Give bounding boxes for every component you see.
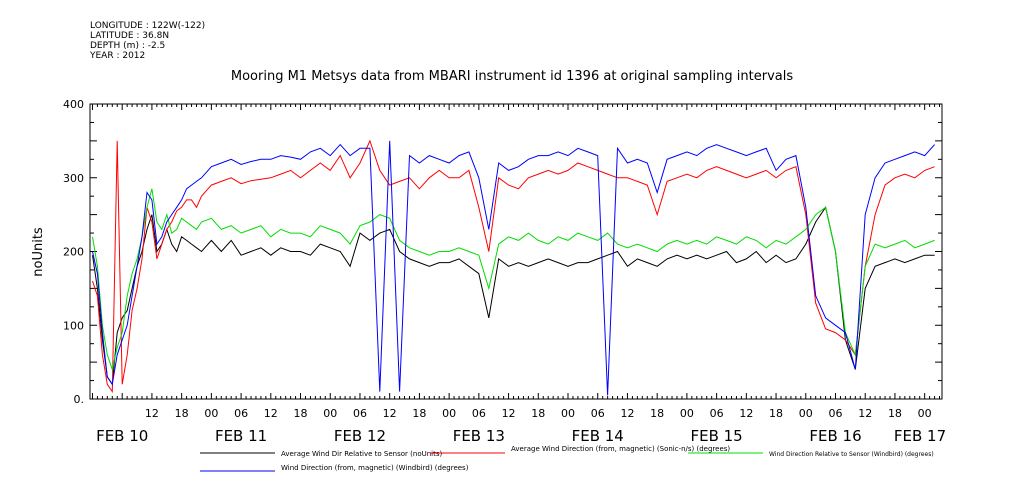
legend-label-4: Wind Direction (from, magnetic) (Windbir… bbox=[281, 464, 469, 472]
ticks-layer: 0. 100 200 300 400 12 18 00 06 12 18 00 06 12 18 00 06 12… bbox=[63, 98, 946, 445]
series-line-2 bbox=[92, 139, 935, 394]
longitude-label: LONGITUDE : 122W(-122) bbox=[90, 21, 206, 31]
series-line-4 bbox=[92, 140, 935, 396]
legend-label-1: Average Wind Dir Relative to Sensor (noU… bbox=[281, 450, 442, 458]
x-day-label: FEB 10 bbox=[96, 427, 148, 445]
axes-group bbox=[89, 103, 943, 400]
x-day-label: FEB 13 bbox=[453, 427, 505, 445]
depth-label: DEPTH (m) : -2.5 bbox=[90, 41, 166, 51]
x-tick-label: 06 bbox=[353, 407, 367, 420]
x-tick-label: 00 bbox=[799, 407, 813, 420]
y-tick-label: 300 bbox=[63, 172, 84, 185]
x-tick-label: 00 bbox=[680, 407, 694, 420]
y-tick-label: 0. bbox=[74, 393, 85, 406]
x-tick-label: 00 bbox=[918, 407, 932, 420]
x-day-label: FEB 14 bbox=[572, 427, 624, 445]
legend-label-2: Average Wind Direction (from, magnetic) … bbox=[511, 445, 730, 453]
series-layer bbox=[92, 139, 935, 396]
legend-label-3: Wind Direction Relative to Sensor (Windb… bbox=[769, 451, 934, 458]
x-tick-label: 18 bbox=[769, 407, 783, 420]
x-tick-label: 18 bbox=[412, 407, 426, 420]
x-day-label: FEB 16 bbox=[809, 427, 861, 445]
year-label: YEAR : 2012 bbox=[90, 51, 146, 61]
x-tick-label: 06 bbox=[829, 407, 843, 420]
x-tick-label: 12 bbox=[145, 407, 159, 420]
legend: Average Wind Dir Relative to Sensor (noU… bbox=[200, 445, 934, 472]
x-tick-label: 12 bbox=[383, 407, 397, 420]
x-tick-label: 12 bbox=[502, 407, 516, 420]
x-tick-label: 00 bbox=[323, 407, 337, 420]
x-tick-label: 18 bbox=[175, 407, 189, 420]
x-tick-label: 00 bbox=[561, 407, 575, 420]
x-tick-label: 18 bbox=[531, 407, 545, 420]
x-tick-label: 18 bbox=[888, 407, 902, 420]
x-tick-label: 12 bbox=[858, 407, 872, 420]
x-tick-label: 00 bbox=[442, 407, 456, 420]
x-tick-label: 06 bbox=[710, 407, 724, 420]
x-tick-label: 18 bbox=[650, 407, 664, 420]
x-day-label: FEB 15 bbox=[690, 427, 742, 445]
series-line-1 bbox=[92, 206, 935, 386]
x-tick-label: 06 bbox=[472, 407, 486, 420]
x-tick-label: 00 bbox=[204, 407, 218, 420]
latitude-label: LATITUDE : 36.8N bbox=[90, 31, 170, 41]
metadata-block: LONGITUDE : 122W(-122) LATITUDE : 36.8N … bbox=[90, 21, 205, 61]
x-day-label: FEB 11 bbox=[215, 427, 267, 445]
plot-frame bbox=[89, 103, 943, 400]
y-tick-label: 100 bbox=[63, 319, 84, 332]
x-tick-label: 12 bbox=[739, 407, 753, 420]
x-tick-label: 12 bbox=[264, 407, 278, 420]
y-tick-label: 400 bbox=[63, 98, 84, 111]
x-tick-label: 06 bbox=[591, 407, 605, 420]
x-tick-label: 06 bbox=[234, 407, 248, 420]
x-day-label: FEB 17 bbox=[894, 427, 946, 445]
series-line-3 bbox=[92, 188, 935, 372]
x-tick-label: 12 bbox=[620, 407, 634, 420]
x-day-label: FEB 12 bbox=[334, 427, 386, 445]
y-axis-label: noUnits bbox=[31, 227, 46, 277]
x-tick-label: 18 bbox=[294, 407, 308, 420]
chart-title: Mooring M1 Metsys data from MBARI instru… bbox=[231, 69, 793, 84]
y-tick-label: 200 bbox=[63, 246, 84, 259]
